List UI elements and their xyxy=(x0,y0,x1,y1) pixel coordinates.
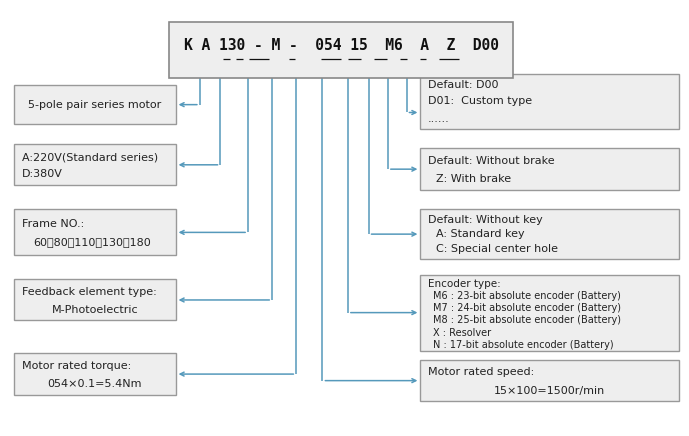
Text: 60、80、110、130、180: 60、80、110、130、180 xyxy=(33,237,151,247)
Text: C: Special center hole: C: Special center hole xyxy=(435,245,558,254)
Text: X : Resolver: X : Resolver xyxy=(433,328,491,337)
Text: Z: With brake: Z: With brake xyxy=(435,174,511,184)
Text: ......: ...... xyxy=(428,114,450,124)
Bar xyxy=(14,209,176,255)
Text: M8 : 25-bit absolute encoder (Battery): M8 : 25-bit absolute encoder (Battery) xyxy=(433,316,621,325)
Bar xyxy=(14,144,176,185)
Text: Motor rated torque:: Motor rated torque: xyxy=(22,361,131,371)
Bar xyxy=(169,22,513,78)
Text: A: Standard key: A: Standard key xyxy=(435,229,524,239)
Bar xyxy=(420,360,679,401)
Bar xyxy=(14,279,176,320)
Text: Feedback element type:: Feedback element type: xyxy=(22,287,156,297)
Bar xyxy=(14,353,176,395)
Text: N : 17-bit absolute encoder (Battery): N : 17-bit absolute encoder (Battery) xyxy=(433,340,614,350)
Text: M-Photoelectric: M-Photoelectric xyxy=(52,305,138,315)
Text: Frame NO.:: Frame NO.: xyxy=(22,219,84,229)
Text: 054×0.1=5.4Nm: 054×0.1=5.4Nm xyxy=(48,379,142,389)
Text: A:220V(Standard series): A:220V(Standard series) xyxy=(22,152,158,162)
Bar xyxy=(420,209,679,259)
Bar xyxy=(420,74,679,129)
Bar xyxy=(420,148,679,190)
Text: M7 : 24-bit absolute encoder (Battery): M7 : 24-bit absolute encoder (Battery) xyxy=(433,303,621,313)
Text: Motor rated speed:: Motor rated speed: xyxy=(428,367,534,377)
Text: 5-pole pair series motor: 5-pole pair series motor xyxy=(28,100,161,109)
Text: K A 130 - M -  054 15  M6  A  Z  D00: K A 130 - M - 054 15 M6 A Z D00 xyxy=(183,38,499,53)
Text: 15×100=1500r/min: 15×100=1500r/min xyxy=(494,386,605,396)
Text: M6 : 23-bit absolute encoder (Battery): M6 : 23-bit absolute encoder (Battery) xyxy=(433,291,621,301)
Text: Default: D00: Default: D00 xyxy=(428,80,499,90)
Text: Encoder type:: Encoder type: xyxy=(428,279,501,289)
Text: D01:  Custom type: D01: Custom type xyxy=(428,96,532,106)
Bar xyxy=(14,85,176,124)
Bar xyxy=(420,275,679,351)
Text: Default: Without brake: Default: Without brake xyxy=(428,156,555,166)
Text: D:380V: D:380V xyxy=(22,169,63,179)
Text: Default: Without key: Default: Without key xyxy=(428,215,543,225)
